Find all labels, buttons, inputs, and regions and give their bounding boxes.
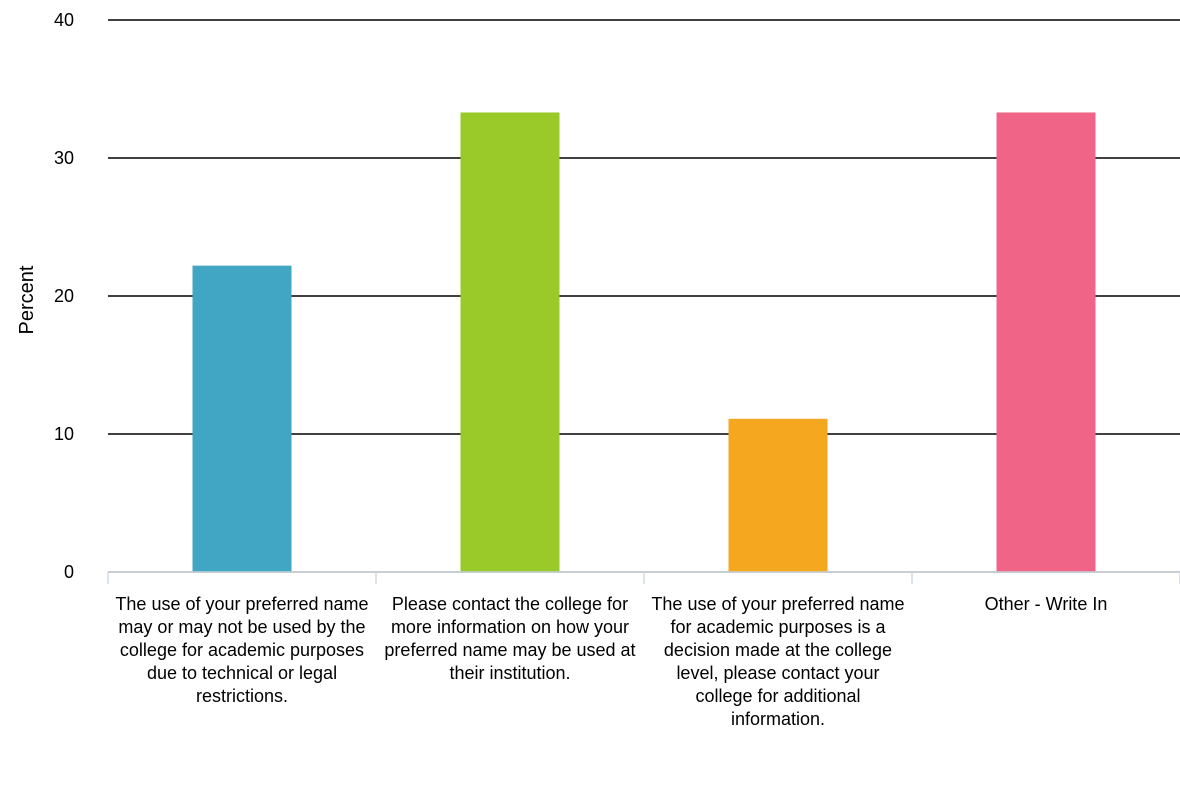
bar-2[interactable] (460, 112, 560, 573)
y-axis-title: Percent (16, 265, 38, 334)
x-category-label: Other - Write In (984, 594, 1108, 614)
y-tick-label: 10 (54, 424, 74, 444)
y-tick-label: 0 (64, 562, 74, 582)
x-category-label: The use of your preferred name for acade… (651, 594, 905, 729)
bar-3[interactable] (728, 418, 828, 572)
bar-4[interactable] (996, 112, 1096, 573)
y-tick-label: 40 (54, 10, 74, 30)
bar-1[interactable] (192, 265, 292, 572)
y-tick-label: 30 (54, 148, 74, 168)
y-tick-label: 20 (54, 286, 74, 306)
x-category-label: The use of your preferred name may or ma… (115, 594, 369, 706)
x-category-label: Please contact the college for more info… (384, 594, 636, 683)
